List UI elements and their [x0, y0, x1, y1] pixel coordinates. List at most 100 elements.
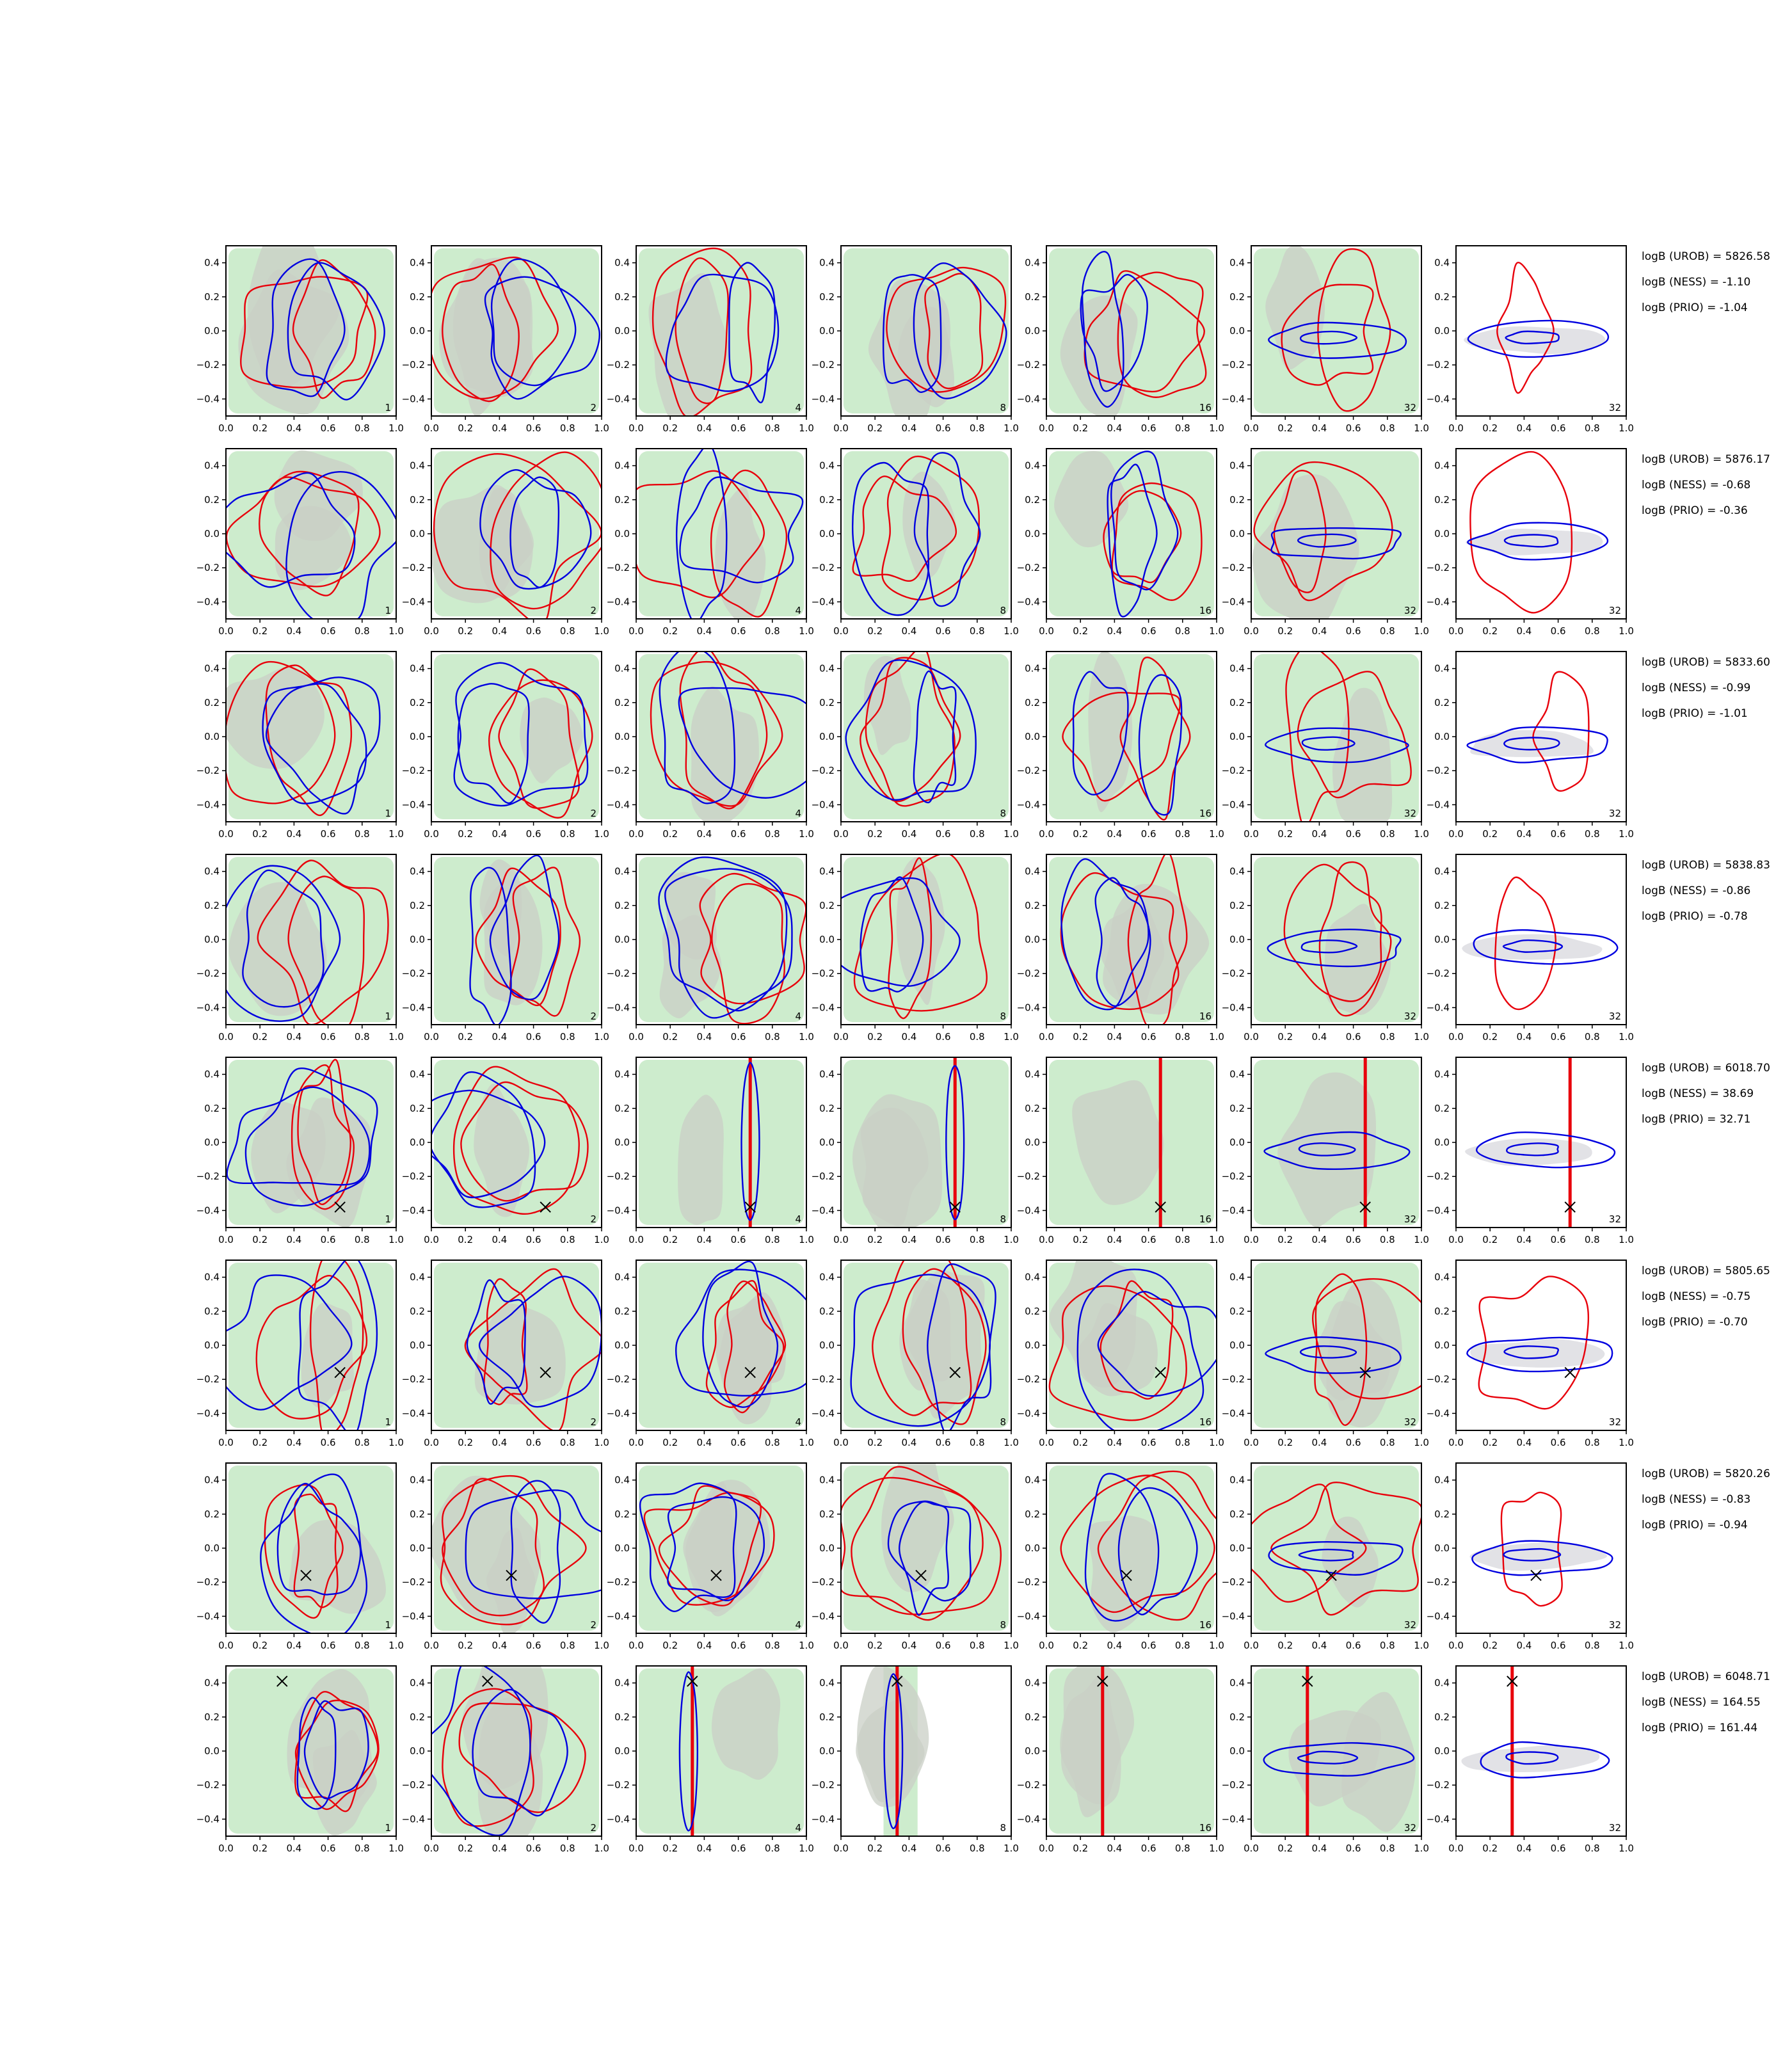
- y-tick-label: −0.4: [402, 1407, 425, 1419]
- density-core: [902, 471, 956, 580]
- y-tick-label: −0.4: [607, 1813, 630, 1825]
- x-tick-label: 0.8: [970, 828, 985, 840]
- y-tick-label: −0.4: [196, 1002, 220, 1013]
- x-tick-label: 0.0: [1448, 1031, 1464, 1043]
- y-tick-label: −0.4: [196, 799, 220, 810]
- density-core: [226, 667, 324, 769]
- y-tick-label: −0.2: [1017, 359, 1040, 371]
- panel-plot-area: [844, 1260, 1009, 1430]
- y-tick-label: −0.4: [812, 1204, 835, 1216]
- blue-contour: [1503, 1345, 1559, 1359]
- true-value-marker: [687, 1676, 698, 1687]
- red-contour: [1532, 671, 1590, 792]
- density-background: [434, 654, 599, 819]
- true-value-marker: [1155, 1366, 1166, 1379]
- blue-contour: [479, 469, 592, 590]
- y-tick-label: −0.4: [402, 1002, 425, 1013]
- x-tick-label: 0.8: [765, 1234, 780, 1245]
- logB-prio-annotation: logB (PRIO) = -1.04: [1642, 301, 1748, 314]
- blue-contour: [1267, 929, 1402, 968]
- red-contour: [458, 1702, 586, 1813]
- x-tick-label: 0.0: [218, 1031, 234, 1043]
- x-tick-label: 0.2: [867, 828, 883, 840]
- y-tick-label: 0.4: [1025, 460, 1040, 472]
- panel-count-label: 2: [590, 1822, 596, 1834]
- y-tick-label: 0.4: [1025, 257, 1040, 269]
- y-tick-label: −0.4: [1222, 1407, 1245, 1419]
- y-tick-label: 0.4: [410, 1272, 425, 1283]
- x-tick-label: 0.2: [662, 1031, 678, 1043]
- red-contour: [1060, 872, 1180, 1011]
- blue-contour: [1084, 1473, 1160, 1622]
- panel-count-label: 2: [590, 402, 596, 413]
- x-tick-label: 0.2: [1482, 828, 1498, 840]
- x-tick-label: 0.6: [526, 1031, 541, 1043]
- x-tick-label: 0.0: [1039, 422, 1054, 434]
- x-tick-label: 1.0: [594, 1031, 609, 1043]
- red-contour: [475, 867, 561, 1007]
- x-tick-label: 0.8: [1175, 1843, 1190, 1854]
- x-tick-label: 0.6: [731, 1843, 746, 1854]
- y-tick-label: 0.0: [1229, 1745, 1245, 1757]
- panel-count-label: 8: [1000, 1416, 1006, 1428]
- y-tick-label: −0.4: [402, 1204, 425, 1216]
- red-contour: [1494, 876, 1556, 1011]
- y-tick-label: 0.0: [1025, 1137, 1040, 1148]
- x-tick-label: 0.6: [321, 1843, 336, 1854]
- panel-r5-c6: 32 0.0 0.2 0.4 0.6 0.8 1.0 0.4 0.2 0.0 −0.2 −0.4: [1222, 1057, 1429, 1245]
- panel-plot-area: [1251, 1466, 1421, 1631]
- x-tick-label: 0.6: [1346, 1843, 1361, 1854]
- x-tick-label: 0.8: [1175, 1031, 1190, 1043]
- panel-plot-area: [228, 246, 394, 415]
- y-tick-label: 0.4: [1229, 663, 1245, 675]
- panel-r6-c1: 1 0.0 0.2 0.4 0.6 0.8 1.0 0.4 0.2 0.0 −0.2 −0.4: [196, 1260, 404, 1448]
- panel-plot-area: [1049, 1057, 1214, 1228]
- blue-contour: [659, 652, 736, 804]
- y-tick-label: 0.0: [410, 325, 425, 337]
- x-tick-label: 0.6: [731, 1437, 746, 1448]
- y-tick-label: 0.2: [1025, 1711, 1040, 1723]
- blue-contour: [491, 258, 577, 387]
- x-tick-label: 0.8: [355, 1234, 370, 1245]
- x-tick-label: 0.0: [218, 625, 234, 637]
- x-tick-label: 1.0: [1619, 1843, 1634, 1854]
- y-tick-label: 0.4: [204, 1475, 220, 1486]
- true-value-marker: [1507, 1676, 1518, 1687]
- panel-plot-area: [639, 1666, 804, 1836]
- density-core: [648, 273, 729, 416]
- blue-contour: [1107, 463, 1158, 618]
- y-tick-label: 0.4: [1434, 1272, 1450, 1283]
- panel-count-label: 32: [1609, 402, 1621, 413]
- y-tick-label: −0.2: [402, 562, 425, 573]
- panel-plot-area: [844, 248, 1009, 416]
- y-tick-label: 0.0: [1434, 934, 1450, 945]
- x-tick-label: 0.4: [492, 1640, 507, 1651]
- x-tick-label: 1.0: [1004, 422, 1019, 434]
- panel-r7-c6: 32 0.0 0.2 0.4 0.6 0.8 1.0 0.4 0.2 0.0 −0.2 −0.4: [1222, 1462, 1429, 1651]
- panel-r3-c2: 2 0.0 0.2 0.4 0.6 0.8 1.0 0.4 0.2 0.0 −0.2 −0.4: [402, 651, 609, 840]
- panel-r3-c4: 8 0.0 0.2 0.4 0.6 0.8 1.0 0.4 0.2 0.0 −0.2 −0.4: [812, 651, 1019, 840]
- x-tick-label: 0.4: [492, 1234, 507, 1245]
- panel-count-label: 32: [1609, 1213, 1621, 1225]
- x-tick-label: 1.0: [1414, 1843, 1429, 1854]
- logB-prio-annotation: logB (PRIO) = -1.01: [1642, 707, 1748, 720]
- blue-contour: [845, 659, 977, 801]
- red-contour: [841, 1476, 984, 1621]
- x-tick-label: 0.0: [1244, 1234, 1259, 1245]
- x-tick-label: 0.6: [1551, 422, 1566, 434]
- x-tick-label: 0.8: [560, 1234, 575, 1245]
- panel-plot-area: [226, 1260, 394, 1430]
- red-contour: [902, 1268, 987, 1425]
- x-tick-label: 0.8: [765, 625, 780, 637]
- y-tick-label: −0.4: [812, 1610, 835, 1622]
- density-core: [715, 486, 766, 619]
- red-contour: [1097, 1470, 1217, 1621]
- y-tick-label: −0.2: [196, 562, 220, 573]
- y-tick-label: 0.2: [614, 697, 630, 708]
- y-tick-label: −0.4: [1222, 1204, 1245, 1216]
- x-tick-label: 0.4: [492, 828, 507, 840]
- blue-contour: [1298, 1142, 1356, 1156]
- y-tick-label: 0.0: [1229, 731, 1245, 742]
- red-contour: [888, 857, 932, 1020]
- x-tick-label: 0.8: [1380, 625, 1395, 637]
